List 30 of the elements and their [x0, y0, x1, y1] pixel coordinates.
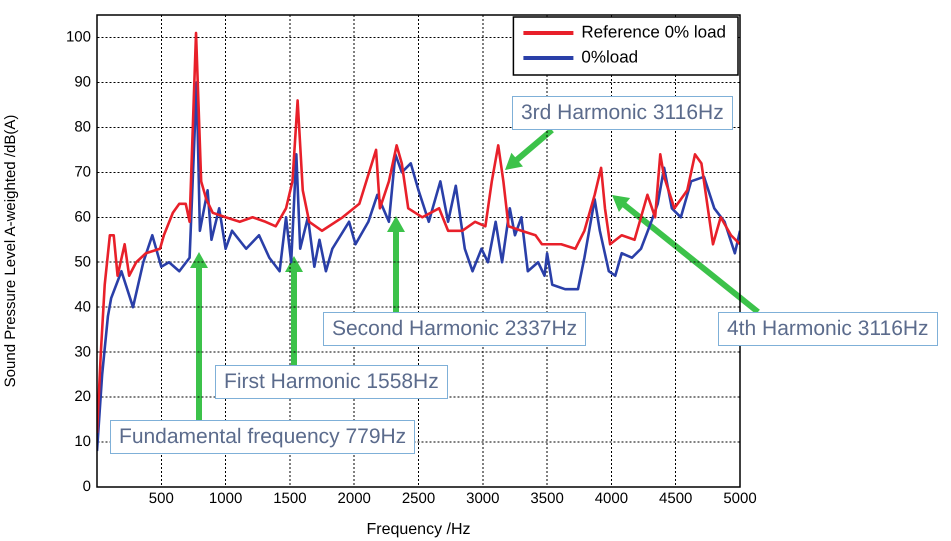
legend-label: Reference 0% load: [581, 22, 726, 42]
y-tick-label: 30: [74, 343, 91, 360]
y-tick-label: 90: [74, 74, 91, 91]
x-tick-label: 3500: [530, 490, 564, 508]
y-tick-label: 40: [74, 298, 91, 316]
annotation: Second Harmonic 2337Hz: [323, 312, 586, 346]
annotation: 4th Harmonic 3116Hz: [718, 312, 938, 346]
y-tick-label: 20: [74, 388, 91, 406]
y-axis-title: Sound Pressure Level A-weighted /dB(A): [2, 114, 20, 388]
x-tick-label: 2500: [402, 490, 436, 508]
annotation: First Harmonic 1558Hz: [215, 365, 448, 399]
y-tick-label: 70: [74, 163, 91, 180]
y-tick-label: 10: [74, 433, 91, 450]
x-tick-label: 5000: [723, 490, 757, 508]
y-tick-label: 60: [74, 208, 91, 226]
y-tick-label: 50: [74, 253, 91, 270]
x-tick-label: 4000: [594, 490, 628, 508]
y-tick-label: 80: [74, 118, 91, 136]
x-tick-label: 3000: [466, 490, 500, 508]
legend-label: 0%load: [581, 48, 638, 67]
x-tick-label: 4500: [659, 490, 692, 508]
y-tick-label: 0: [82, 478, 91, 496]
y-tick-label: 100: [66, 28, 91, 46]
x-tick-label: 2000: [338, 490, 371, 508]
annotation: 3rd Harmonic 3116Hz: [512, 96, 733, 130]
annotation: Fundamental frequency 779Hz: [110, 420, 416, 454]
x-tick-label: 1500: [273, 490, 307, 508]
x-axis-title: Frequency /Hz: [366, 520, 471, 538]
x-tick-label: 1000: [208, 490, 242, 508]
x-tick-label: 500: [148, 490, 174, 508]
